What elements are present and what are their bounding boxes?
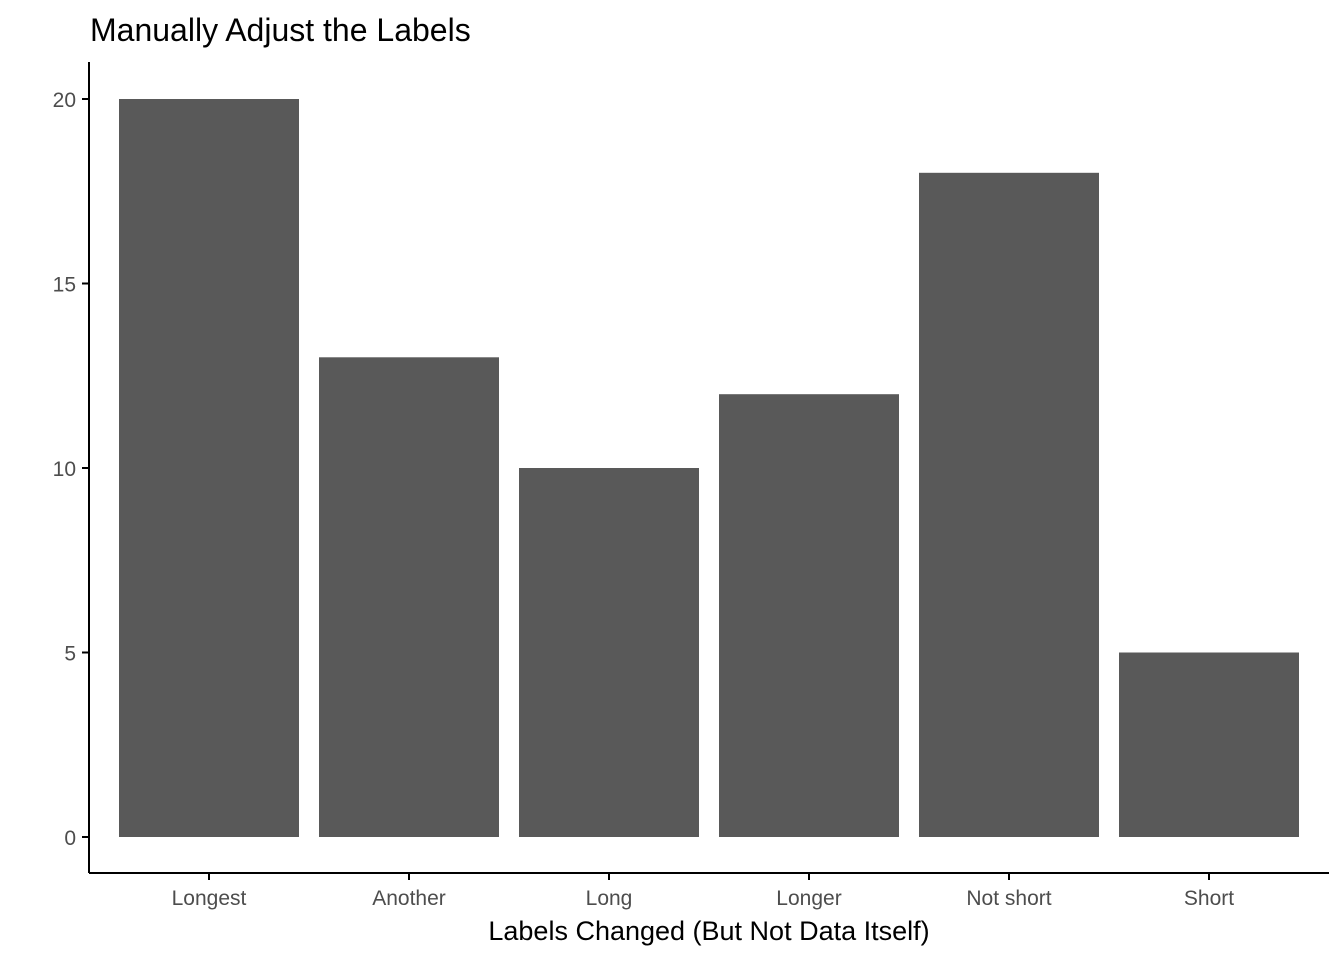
bar-another bbox=[319, 357, 499, 837]
x-tick-label: Another bbox=[372, 887, 446, 910]
bars-layer bbox=[119, 99, 1299, 838]
y-tick-label: 10 bbox=[53, 458, 76, 481]
bar-longer bbox=[719, 394, 899, 837]
x-tick-label: Long bbox=[586, 887, 633, 910]
x-axis-title: Labels Changed (But Not Data Itself) bbox=[488, 916, 929, 946]
y-tick-label: 20 bbox=[53, 89, 76, 112]
bar-not-short bbox=[919, 172, 1099, 838]
x-tick-label: Short bbox=[1184, 887, 1234, 910]
chart-title: Manually Adjust the Labels bbox=[90, 12, 471, 48]
y-tick-label: 15 bbox=[53, 274, 76, 297]
x-tick-label: Not short bbox=[966, 887, 1051, 910]
y-tick-label: 0 bbox=[64, 827, 76, 850]
x-ticks-layer: Longest Another Long Longer Not short Short bbox=[172, 873, 1234, 910]
y-ticks-layer: 0 5 10 15 20 bbox=[53, 89, 89, 850]
x-tick-label: Longer bbox=[776, 887, 841, 910]
bar-short bbox=[1119, 652, 1299, 837]
bar-longest bbox=[119, 99, 299, 837]
x-tick-label: Longest bbox=[172, 887, 247, 910]
y-tick-label: 5 bbox=[64, 643, 76, 666]
bar-long bbox=[519, 468, 699, 837]
